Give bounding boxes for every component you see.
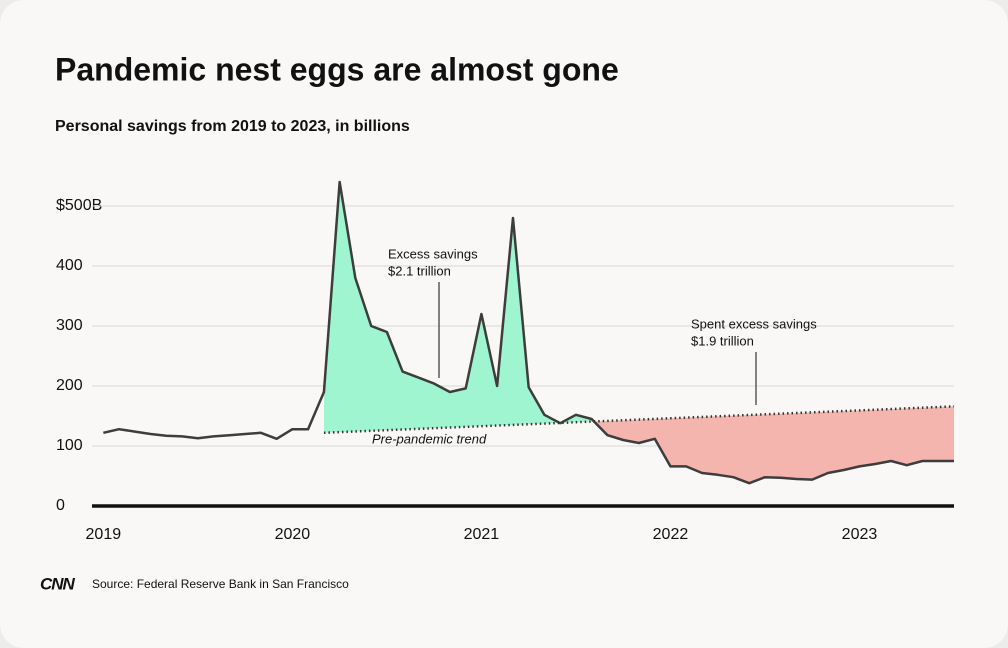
y-tick-label: 400 <box>56 257 83 274</box>
y-tick-label: 200 <box>56 377 83 394</box>
y-tick-label: 100 <box>56 437 83 454</box>
x-tick-label: 2019 <box>86 526 122 543</box>
trend-line <box>323 405 955 435</box>
annotation: Spent excess savings <box>691 316 817 331</box>
excess-area <box>323 182 954 433</box>
trend-label: Pre-pandemic trend <box>372 431 487 446</box>
x-tick-label: 2020 <box>275 526 311 543</box>
y-tick-label: 300 <box>56 317 83 334</box>
logo: CNN <box>40 574 76 593</box>
chart-title: Pandemic nest eggs are almost gone <box>55 51 619 87</box>
chart-subtitle: Personal savings from 2019 to 2023, in b… <box>55 118 410 135</box>
y-tick-label: $500B <box>56 197 102 214</box>
annotation: $2.1 trillion <box>388 263 451 278</box>
x-tick-label: 2022 <box>653 526 689 543</box>
x-tick-label: 2023 <box>842 526 878 543</box>
source: Source: Federal Reserve Bank in San Fran… <box>92 577 349 591</box>
x-tick-label: 2021 <box>464 526 500 543</box>
savings-line <box>103 180 954 485</box>
annotation: $1.9 trillion <box>691 333 754 348</box>
annotation: Excess savings <box>388 246 478 261</box>
y-tick-label: 0 <box>56 497 65 514</box>
